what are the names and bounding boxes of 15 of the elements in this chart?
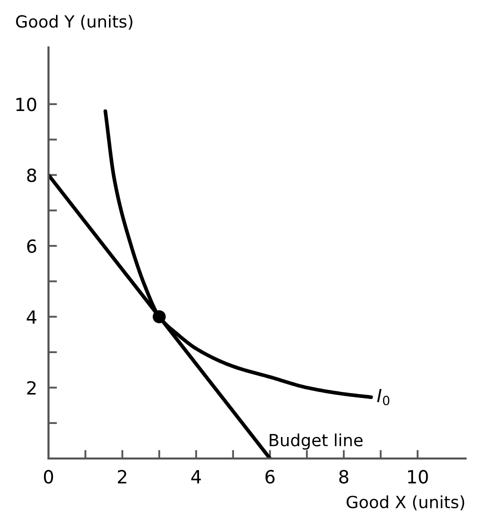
x-tick-label: 0	[44, 470, 54, 484]
x-axis-title: Good X (units)	[346, 495, 464, 510]
y-tick-label: 4	[26, 310, 36, 324]
series-label: Budget line	[270, 434, 363, 450]
y-axis-title: Good Y (units)	[16, 14, 132, 30]
y-tick-label: 8	[27, 168, 36, 182]
x-tick-label: 2	[118, 470, 126, 484]
x-tick-label: 6	[265, 470, 275, 484]
y-tick-label: 6	[27, 239, 36, 253]
series-label: I$_{0}$	[377, 388, 390, 406]
x-tick-label: 10	[408, 470, 428, 484]
y-tick-label: 10	[16, 98, 36, 112]
x-tick-label: 4	[191, 470, 201, 484]
y-tick-label: 2	[27, 381, 36, 394]
x-tick-label: 8	[339, 470, 348, 484]
